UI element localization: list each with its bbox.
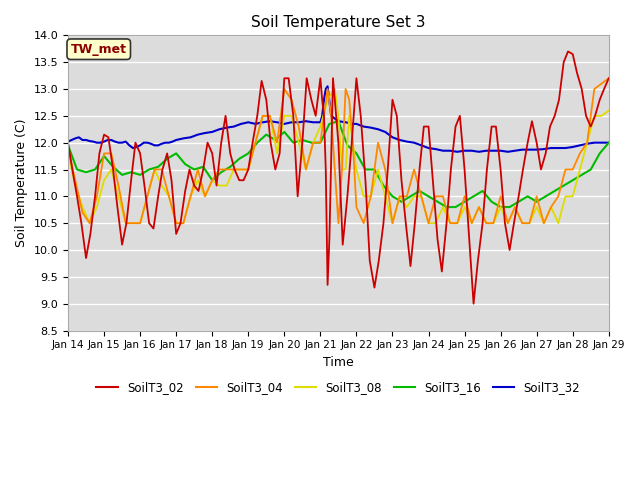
SoilT3_02: [100, 132, 108, 137]
Text: TW_met: TW_met: [71, 43, 127, 56]
SoilT3_02: [371, 285, 378, 290]
SoilT3_08: [381, 193, 389, 199]
SoilT3_16: [397, 199, 405, 204]
SoilT3_16: [362, 167, 369, 172]
Line: SoilT3_16: SoilT3_16: [68, 121, 609, 207]
Line: SoilT3_32: SoilT3_32: [68, 86, 609, 152]
SoilT3_04: [504, 220, 511, 226]
SoilT3_32: [79, 137, 86, 143]
SoilT3_08: [468, 220, 476, 226]
SoilT3_32: [454, 149, 461, 155]
SoilT3_16: [172, 151, 180, 156]
SoilT3_02: [307, 97, 315, 103]
SoilT3_04: [533, 193, 541, 199]
SoilT3_04: [353, 204, 360, 210]
SoilT3_02: [564, 48, 572, 54]
SoilT3_02: [64, 140, 72, 145]
SoilT3_32: [439, 148, 447, 154]
SoilT3_32: [324, 84, 332, 89]
SoilT3_04: [461, 193, 468, 199]
SoilT3_32: [125, 143, 133, 148]
SoilT3_02: [227, 151, 234, 156]
SoilT3_16: [605, 140, 612, 145]
Legend: SoilT3_02, SoilT3_04, SoilT3_08, SoilT3_16, SoilT3_32: SoilT3_02, SoilT3_04, SoilT3_08, SoilT3_…: [92, 376, 585, 398]
SoilT3_32: [410, 140, 418, 145]
SoilT3_08: [209, 177, 216, 183]
SoilT3_16: [335, 119, 342, 124]
Line: SoilT3_04: SoilT3_04: [68, 78, 609, 223]
SoilT3_08: [605, 108, 612, 113]
SoilT3_08: [223, 183, 230, 189]
Line: SoilT3_02: SoilT3_02: [68, 51, 609, 304]
SoilT3_08: [331, 86, 339, 92]
SoilT3_16: [64, 143, 72, 148]
SoilT3_04: [605, 75, 612, 81]
SoilT3_08: [295, 140, 303, 145]
SoilT3_32: [605, 140, 612, 145]
Line: SoilT3_08: SoilT3_08: [68, 89, 609, 223]
X-axis label: Time: Time: [323, 356, 354, 369]
SoilT3_32: [64, 139, 72, 144]
SoilT3_04: [64, 145, 72, 151]
SoilT3_08: [64, 151, 72, 156]
SoilT3_16: [551, 188, 559, 194]
SoilT3_16: [190, 167, 198, 172]
Title: Soil Temperature Set 3: Soil Temperature Set 3: [251, 15, 426, 30]
SoilT3_02: [68, 167, 76, 172]
SoilT3_16: [443, 204, 451, 210]
SoilT3_16: [253, 140, 261, 145]
SoilT3_02: [168, 177, 175, 183]
SoilT3_04: [396, 193, 403, 199]
SoilT3_08: [302, 167, 310, 172]
SoilT3_32: [396, 137, 403, 143]
Y-axis label: Soil Temperature (C): Soil Temperature (C): [15, 119, 28, 247]
SoilT3_08: [86, 220, 93, 226]
SoilT3_02: [470, 301, 477, 307]
SoilT3_32: [432, 146, 440, 152]
SoilT3_02: [605, 75, 612, 81]
SoilT3_04: [554, 193, 562, 199]
SoilT3_04: [86, 220, 93, 226]
